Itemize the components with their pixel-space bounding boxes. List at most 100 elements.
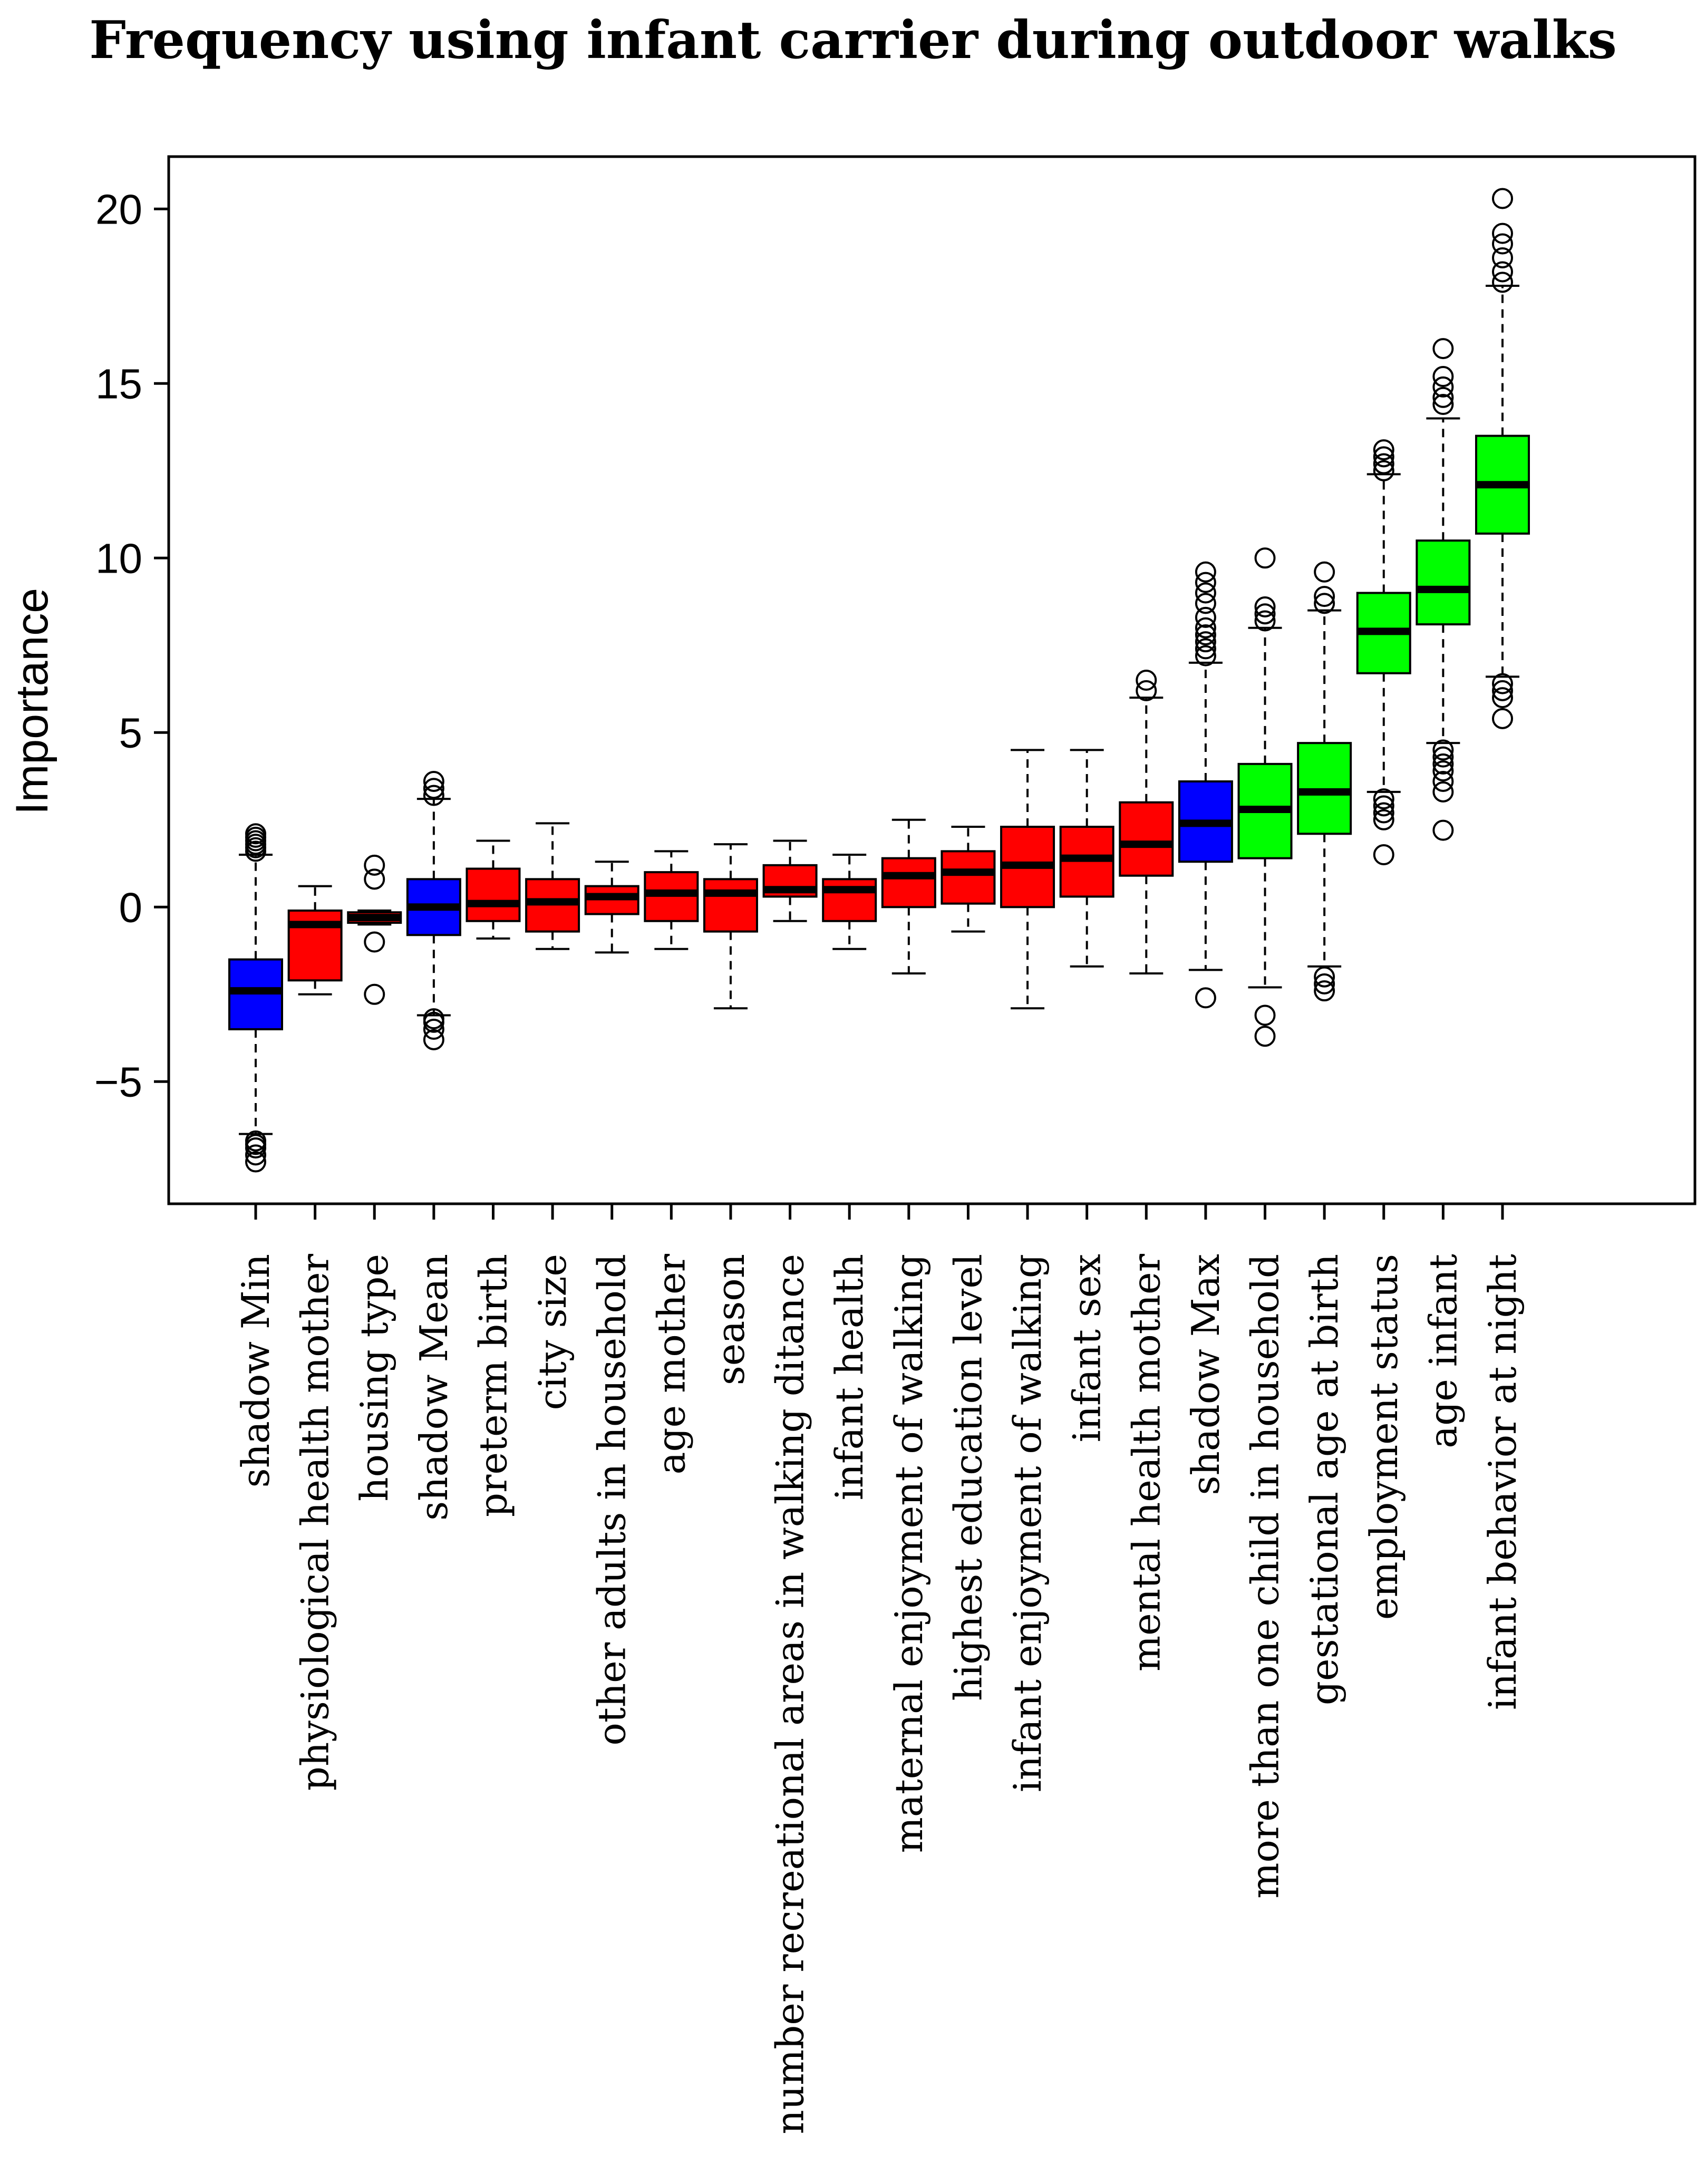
iqr-box (1119, 801, 1174, 877)
box-infant-health (822, 854, 877, 950)
outlier-point (1432, 770, 1454, 792)
outlier-point (364, 854, 385, 876)
iqr-box (881, 857, 936, 909)
iqr-box (1416, 539, 1471, 626)
outlier-point (1373, 453, 1394, 475)
box-mental-health-mother (1119, 670, 1174, 975)
outlier-point (1373, 809, 1394, 830)
box-age-infant (1416, 338, 1471, 841)
outlier-point (1195, 606, 1216, 628)
x-tick-label: city size (530, 1254, 575, 1410)
box-maternal-enjoyment-of-walking (881, 818, 936, 975)
outlier-point (1195, 645, 1216, 666)
outlier-point (364, 931, 385, 953)
outlier-point (1314, 593, 1335, 614)
outlier-point (1195, 617, 1216, 639)
x-tick-label: shadow Min (234, 1254, 278, 1487)
x-tick-label: age infant (1421, 1254, 1465, 1448)
x-tick-label: highest education level (946, 1254, 990, 1701)
y-tick-label: 10 (95, 535, 142, 582)
box-physiological-health-mother (287, 885, 343, 996)
outlier-point (245, 1144, 266, 1166)
outlier-point (423, 1029, 444, 1050)
outlier-point (1373, 460, 1394, 481)
box-housing-type (347, 854, 402, 1005)
box-more-than-one-child-in-household (1237, 547, 1293, 1047)
x-tick-label: shadow Mean (412, 1254, 456, 1521)
x-tick-label: infant behavior at night (1480, 1254, 1525, 1710)
x-tick-label: number recreational areas in walking dit… (768, 1254, 812, 2134)
outlier-point (1254, 596, 1276, 617)
box-city-size (525, 822, 580, 950)
box-season (703, 843, 758, 1010)
box-preterm-birth (466, 839, 521, 940)
outlier-point (1492, 673, 1513, 694)
box-employment-status (1356, 439, 1411, 865)
y-tick-label: −5 (94, 1058, 142, 1105)
outlier-point (1195, 582, 1216, 604)
box-shadow-Max (1178, 561, 1233, 1009)
y-axis: −5 0 5 10 15 20 (94, 186, 169, 1105)
outlier-point (423, 1008, 444, 1030)
outlier-point (423, 770, 444, 792)
outlier-point (364, 983, 385, 1005)
outlier-point (1432, 386, 1454, 408)
chart-title: Frequency using infant carrier during ou… (89, 10, 1617, 71)
iqr-box (703, 878, 758, 933)
box-infant-behavior-at-night (1475, 188, 1530, 729)
outlier-point (245, 823, 266, 845)
outlier-point (1136, 670, 1157, 691)
outlier-point (1195, 624, 1216, 645)
outlier-point (423, 778, 444, 799)
outlier-point (1373, 439, 1394, 461)
outlier-point (364, 868, 385, 890)
outlier-point (1492, 233, 1513, 255)
outlier-point (1432, 753, 1454, 775)
outlier-point (1254, 1004, 1276, 1026)
iqr-box (941, 850, 996, 905)
box-highest-education-level (941, 826, 996, 933)
outlier-point (245, 1130, 266, 1152)
outlier-point (423, 785, 444, 806)
outlier-point (1195, 631, 1216, 653)
y-tick-label: 20 (95, 186, 142, 233)
outlier-point (1432, 746, 1454, 768)
outlier-point (1432, 819, 1454, 841)
outlier-point (1492, 272, 1513, 293)
outlier-point (423, 1019, 444, 1040)
x-tick-label: mental health mother (1124, 1253, 1168, 1671)
x-tick-label: season (709, 1254, 753, 1385)
y-tick-label: 15 (95, 360, 142, 407)
outlier-point (1195, 593, 1216, 614)
box-shadow-Mean (406, 770, 461, 1050)
box-age-mother (644, 850, 699, 950)
plot-area-frame (167, 155, 1697, 1205)
outlier-point (1492, 261, 1513, 283)
x-tick-label: infant sex (1065, 1254, 1109, 1442)
x-axis: shadow Min physiological health mother hou… (234, 1204, 1525, 2134)
iqr-box (466, 867, 521, 922)
outlier-point (1492, 188, 1513, 209)
iqr-box (822, 878, 877, 922)
x-tick-label: infant health (827, 1254, 871, 1500)
outlier-point (1314, 586, 1335, 607)
x-tick-label: maternal enjoyment of walking (887, 1254, 931, 1853)
outlier-point (1492, 680, 1513, 701)
y-tick-label: 0 (119, 884, 143, 931)
outlier-point (1373, 788, 1394, 810)
x-tick-label: shadow Max (1184, 1254, 1228, 1495)
box-other-adults-in-household (584, 861, 639, 954)
y-axis-label: Importance (7, 588, 57, 815)
box-gestational-age-at-birth (1297, 561, 1352, 1002)
x-tick-label: other adults in household (590, 1254, 634, 1746)
outlier-point (1432, 376, 1454, 398)
outlier-point (1432, 338, 1454, 360)
outlier-point (1432, 781, 1454, 803)
outlier-point (1373, 802, 1394, 824)
outlier-point (1195, 638, 1216, 660)
outlier-point (1373, 844, 1394, 865)
x-tick-label: gestational age at birth (1302, 1254, 1346, 1705)
outlier-point (1254, 547, 1276, 569)
outlier-point (1314, 561, 1335, 583)
outlier-point (1432, 366, 1454, 388)
